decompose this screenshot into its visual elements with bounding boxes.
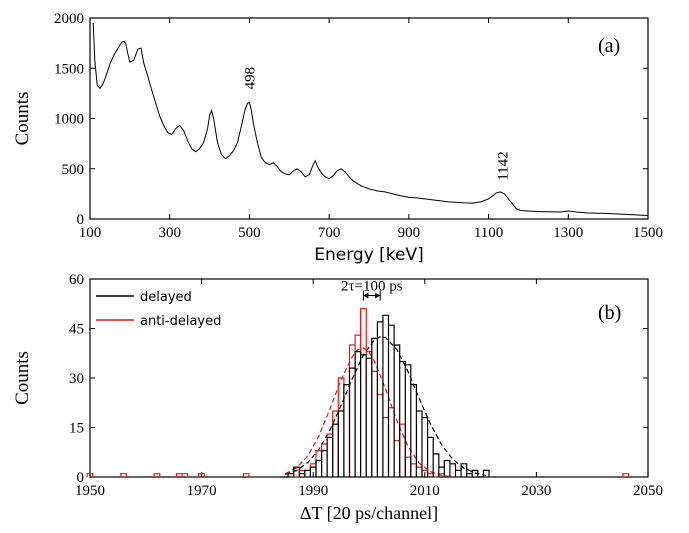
y-axis-label-b: Counts: [12, 351, 33, 405]
two-tau-arrow: [362, 290, 381, 301]
x-tick-label-a: 700: [318, 225, 341, 241]
x-tick-label-a: 100: [79, 225, 102, 241]
peak-label-498: 498: [243, 67, 259, 90]
y-tick-label-b: 60: [69, 272, 84, 288]
two-tau-arrow-head-right: [375, 292, 381, 299]
y-tick-label-b: 15: [69, 421, 84, 437]
y-axis-label-a: Counts: [12, 92, 33, 146]
x-tick-label-b: 1970: [187, 483, 217, 499]
y-tick-label-a: 1000: [54, 112, 84, 128]
x-tick-label-b: 2010: [410, 483, 440, 499]
delayed-histogram: [282, 314, 490, 478]
energy-spectrum-series: [92, 22, 649, 216]
x-axis-label-b: ΔT [20 ps/channel]: [300, 503, 438, 523]
energy-spectrum-panel: 100 300 500 700 900 1100 1300 1500 0 500 1000 1500 2…: [12, 11, 663, 265]
x-tick-label-a: 1100: [474, 225, 503, 241]
x-tick-label-b: 2030: [521, 483, 551, 499]
x-tick-label-b: 1990: [298, 483, 328, 499]
ticks-b: 1950 1970 1990 2010 2030 2050 0 15 30 45 60: [69, 272, 663, 499]
plot-frame-b: [89, 278, 649, 478]
peak-label-1142: 1142: [495, 151, 511, 180]
legend: delayed anti-delayed: [96, 290, 221, 329]
legend-label-anti-delayed: anti-delayed: [140, 314, 221, 329]
timing-panel: 1950 1970 1990 2010 2030 2050 0 15 30 45 60 Counts…: [12, 272, 663, 523]
y-tick-label-b: 0: [77, 470, 85, 486]
two-tau-arrow-head-left: [363, 292, 369, 299]
x-tick-label-a: 900: [398, 225, 421, 241]
two-tau-label: 2τ=100 ps: [341, 279, 403, 295]
y-tick-label-a: 500: [62, 162, 85, 178]
x-tick-label-a: 500: [238, 225, 261, 241]
ticks-a: 100 300 500 700 900 1100 1300 1500 0 500 1000 1500 2…: [54, 11, 663, 241]
panel-label-a: (a): [598, 35, 620, 57]
y-tick-label-b: 45: [69, 322, 84, 338]
y-tick-label-a: 0: [77, 212, 85, 228]
x-tick-label-b: 2050: [633, 483, 663, 499]
y-tick-label-b: 30: [69, 371, 84, 387]
x-axis-label-a: Energy [keV]: [314, 245, 424, 265]
y-tick-label-a: 1500: [54, 61, 84, 77]
y-tick-label-a: 2000: [54, 11, 84, 27]
x-tick-label-a: 1300: [553, 225, 583, 241]
x-tick-label-a: 1500: [633, 225, 663, 241]
panel-label-b: (b): [598, 302, 621, 324]
anti-delayed-histogram: [86, 308, 630, 478]
delayed-fit-curve: [285, 336, 487, 476]
x-tick-label-a: 300: [158, 225, 181, 241]
legend-label-delayed: delayed: [140, 290, 192, 305]
x-tick-label-b: 1950: [75, 483, 105, 499]
